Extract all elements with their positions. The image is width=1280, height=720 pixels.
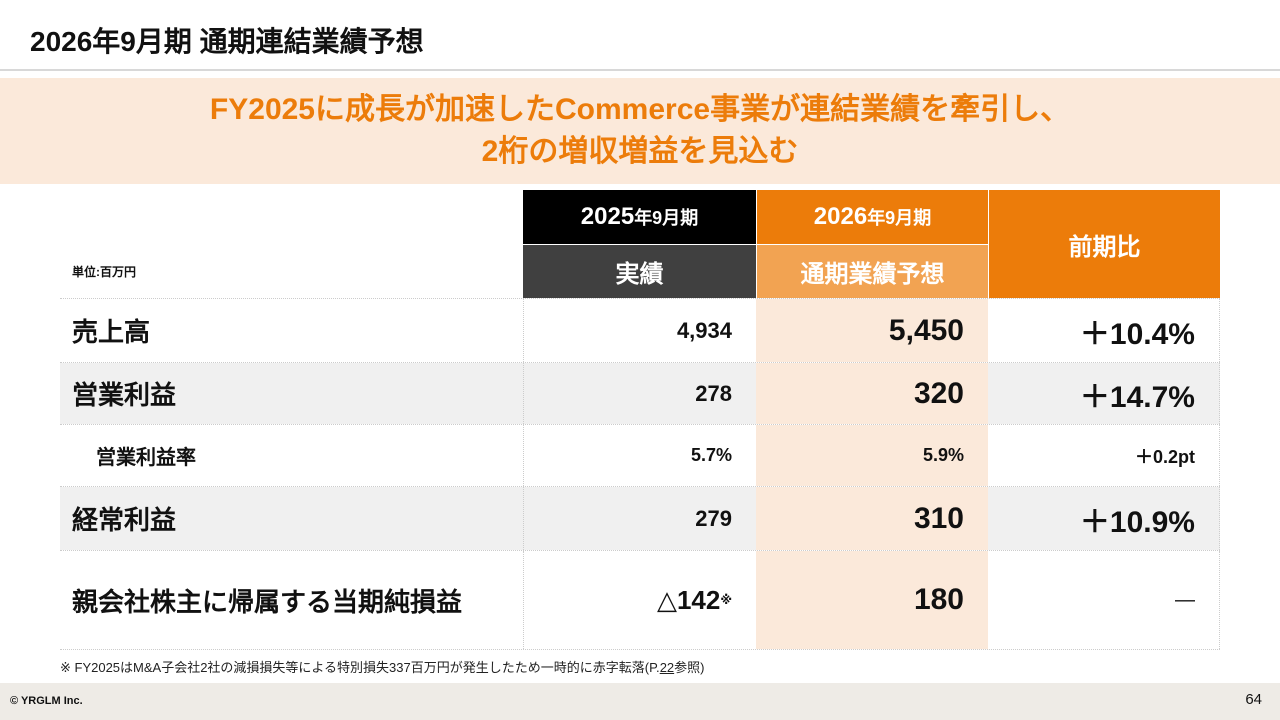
footnote-text: ※ FY2025はM&A子会社2社の減損損失等による特別損失337百万円が発生し… <box>60 660 660 675</box>
value-fy2025: 279 <box>523 487 756 550</box>
headline-line-1: FY2025に成長が加速したCommerce事業が連結業績を牽引し、 <box>209 93 1071 126</box>
headline-banner: FY2025に成長が加速したCommerce事業が連結業績を牽引し、 2桁の増収… <box>0 78 1280 184</box>
value-fy2026: 5,450 <box>756 299 988 362</box>
table-row-revenue: 売上高 4,934 5,450 ＋10.4% <box>60 298 1220 362</box>
table-row-net-income: 親会社株主に帰属する当期純損益 △142 ※ 180 ― <box>60 550 1220 650</box>
headline-line-2: 2桁の増収増益を見込む <box>481 135 799 168</box>
value-fy2026: 5.9% <box>756 425 988 486</box>
value-fy2025: △142 ※ <box>523 551 756 649</box>
header-forecast: 通期業績予想 <box>757 245 988 298</box>
row-label: 営業利益率 <box>96 447 196 469</box>
header-actual: 実績 <box>523 245 756 298</box>
table-row-operating-margin: 営業利益率 5.7% 5.9% ＋0.2pt <box>60 424 1220 486</box>
copyright: © YRGLM Inc. <box>10 695 83 707</box>
table-row-ordinary-profit: 経常利益 279 310 ＋10.9% <box>60 486 1220 550</box>
value-fy2026: 320 <box>756 363 988 424</box>
footnote-mark: ※ <box>720 593 732 607</box>
value-change: ＋10.4% <box>988 299 1220 362</box>
table-row-operating-profit: 営業利益 278 320 ＋14.7% <box>60 362 1220 424</box>
footnote: ※ FY2025はM&A子会社2社の減損損失等による特別損失337百万円が発生し… <box>60 657 705 676</box>
page-title: 2026年9月期 通期連結業績予想 <box>30 26 424 57</box>
value-change: ＋0.2pt <box>988 425 1220 486</box>
footer: © YRGLM Inc. 64 <box>0 683 1280 720</box>
header-fy2026: 2026 年9月期 <box>757 190 988 244</box>
value-change: ＋10.9% <box>988 487 1220 550</box>
header-year: 2025 <box>580 203 635 230</box>
value-fy2025: 5.7% <box>523 425 756 486</box>
value-fy2025: 4,934 <box>523 299 756 362</box>
value-text: △142 <box>656 584 721 615</box>
header-suffix: 年9月期 <box>634 208 699 228</box>
page-number: 64 <box>1245 691 1262 708</box>
row-label: 親会社株主に帰属する当期純損益 <box>72 586 463 617</box>
title-divider <box>0 69 1280 71</box>
header-year: 2026 <box>813 203 868 230</box>
unit-label: 単位:百万円 <box>72 265 136 279</box>
value-fy2026: 310 <box>756 487 988 550</box>
value-change: ＋14.7% <box>988 363 1220 424</box>
header-yoy: 前期比 <box>989 190 1220 298</box>
row-label: 経常利益 <box>60 487 523 550</box>
row-label: 売上高 <box>72 317 151 347</box>
header-suffix: 年9月期 <box>867 208 932 228</box>
value-fy2025: 278 <box>523 363 756 424</box>
value-fy2026: 180 <box>756 551 988 649</box>
value-change: ― <box>988 551 1220 649</box>
footnote-end: 参照) <box>674 660 705 675</box>
header-fy2025: 2025 年9月期 <box>523 190 756 244</box>
page-link[interactable]: 22 <box>659 660 675 675</box>
row-label: 営業利益 <box>60 363 523 424</box>
